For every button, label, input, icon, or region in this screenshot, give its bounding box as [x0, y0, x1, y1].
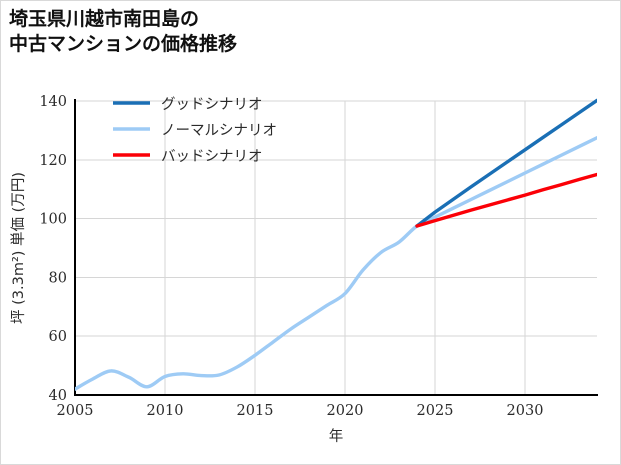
axis-titles-group: 年 坪 (3.3m²) 単価 (万円)	[10, 172, 343, 445]
legend-label-1: ノーマルシナリオ	[161, 123, 277, 139]
legend-label-0: グッドシナリオ	[161, 96, 263, 113]
gridlines-group	[74, 100, 597, 396]
x-tick-label: 2030	[507, 403, 544, 419]
legend-label-2: バッドシナリオ	[161, 149, 263, 165]
y-tick-label: 120	[39, 153, 67, 169]
axis-spines-group	[73, 99, 598, 397]
tick-labels-group: 40 60 80 100 120 140 2005 2010 2015 2020 2025 2030	[39, 94, 543, 419]
series-line-bad	[415, 172, 597, 228]
x-tick-label: 2005	[57, 403, 94, 419]
y-tick-label: 80	[49, 270, 67, 286]
y-tick-label: 60	[49, 329, 67, 345]
series-line-normal	[75, 136, 597, 391]
y-tick-label: 40	[49, 388, 67, 404]
x-tick-label: 2025	[417, 403, 454, 419]
series-line-good	[415, 98, 597, 228]
y-tick-label: 100	[39, 212, 67, 228]
x-tick-label: 2015	[237, 403, 274, 419]
y-axis-title: 坪 (3.3m²) 単価 (万円)	[10, 172, 27, 324]
x-axis-title: 年	[329, 428, 344, 445]
y-tick-label: 140	[39, 94, 67, 110]
page-title: 埼玉県川越市南田島の 中古マンションの価格推移	[9, 8, 238, 56]
x-tick-label: 2020	[327, 403, 364, 419]
x-tick-label: 2010	[147, 403, 184, 419]
data-series-group	[75, 98, 597, 391]
